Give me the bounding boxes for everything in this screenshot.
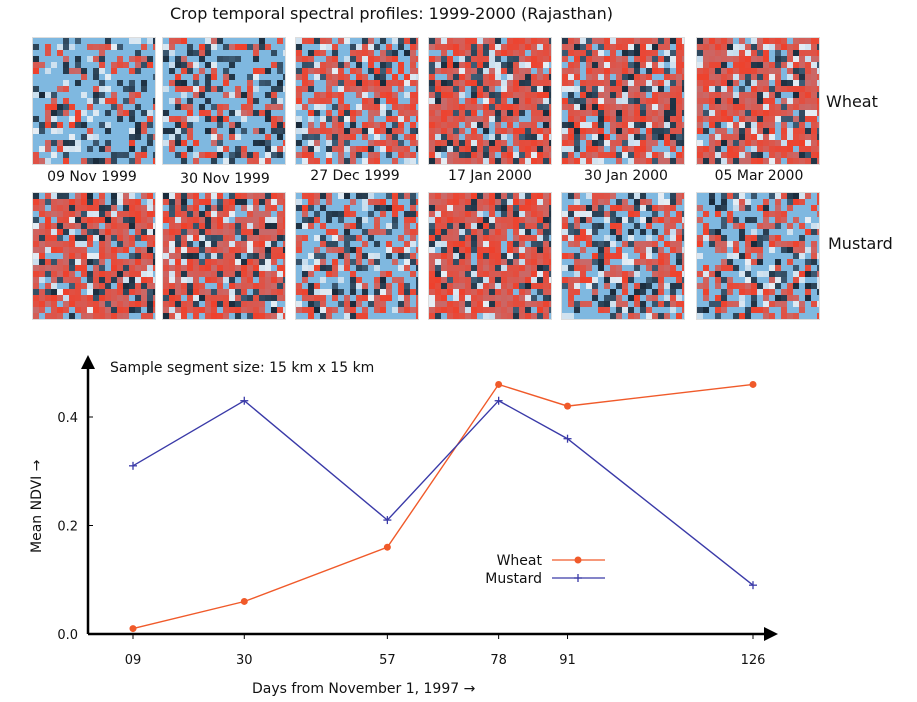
data-point-mustard <box>494 396 503 405</box>
legend-marker-wheat <box>574 556 582 564</box>
legend-marker-mustard <box>574 574 582 582</box>
row-label-mustard: Mustard <box>828 234 893 253</box>
data-point-mustard <box>749 581 757 590</box>
satellite-image-mustard <box>428 192 552 320</box>
data-point-mustard <box>240 396 249 405</box>
date-label: 30 Jan 2000 <box>584 168 668 184</box>
chart-annotation: Sample segment size: 15 km x 15 km <box>110 360 374 376</box>
satellite-image-mustard <box>295 192 419 320</box>
series-line-wheat <box>132 383 754 630</box>
y-axis-arrow <box>81 355 95 369</box>
x-tick-label: 91 <box>559 653 576 668</box>
x-axis-label: Days from November 1, 1997 → <box>252 681 476 697</box>
satellite-image-mustard <box>162 192 286 320</box>
y-tick-label: 0.0 <box>57 628 78 643</box>
date-label: 27 Dec 1999 <box>310 168 400 184</box>
satellite-image-wheat <box>32 37 156 165</box>
data-point-mustard <box>563 434 572 443</box>
x-tick-label: 30 <box>236 653 253 668</box>
data-point-mustard <box>129 461 137 470</box>
row-label-wheat: Wheat <box>826 92 878 111</box>
data-point-wheat <box>495 380 503 388</box>
y-tick-label: 0.2 <box>57 520 78 535</box>
y-axis-label: Mean NDVI → <box>29 459 45 553</box>
data-point-wheat <box>749 380 757 388</box>
date-label: 17 Jan 2000 <box>448 168 532 184</box>
satellite-image-mustard <box>32 192 156 320</box>
legend-label-mustard: Mustard <box>485 571 542 587</box>
chart-axes <box>81 355 778 641</box>
x-axis-arrow <box>764 627 778 641</box>
chart-ticks: 0.0 0.2 0.4 09 30 57 78 91 126 <box>57 411 765 668</box>
x-tick-label: 78 <box>490 653 507 668</box>
data-point-wheat <box>129 625 137 633</box>
chart-legend: Wheat Mustard <box>485 553 605 587</box>
satellite-image-wheat <box>696 37 820 165</box>
x-tick-label: 57 <box>379 653 396 668</box>
data-point-wheat <box>240 597 248 605</box>
satellite-image-mustard <box>696 192 820 320</box>
date-label: 30 Nov 1999 <box>180 171 270 187</box>
data-point-mustard <box>383 516 392 525</box>
satellite-image-mustard <box>561 192 685 320</box>
x-tick-label: 09 <box>125 653 142 668</box>
x-tick-label: 126 <box>741 653 766 668</box>
satellite-image-wheat <box>162 37 286 165</box>
date-label: 09 Nov 1999 <box>47 169 137 185</box>
figure-title: Crop temporal spectral profiles: 1999-20… <box>170 4 613 23</box>
chart-series <box>129 380 757 633</box>
series-line-mustard <box>132 399 754 586</box>
satellite-image-wheat <box>295 37 419 165</box>
date-label: 05 Mar 2000 <box>714 168 804 184</box>
satellite-image-wheat <box>428 37 552 165</box>
legend-label-wheat: Wheat <box>497 553 543 569</box>
data-point-wheat <box>564 402 572 410</box>
satellite-image-wheat <box>561 37 685 165</box>
data-point-wheat <box>383 543 391 551</box>
y-tick-label: 0.4 <box>57 411 78 426</box>
